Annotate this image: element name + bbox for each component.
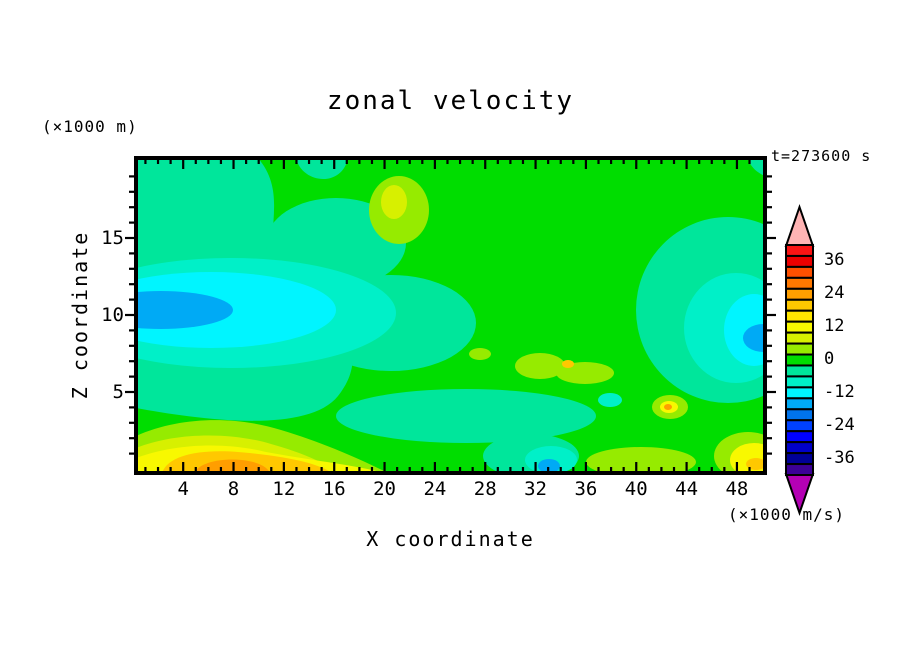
colorbar-over-arrow xyxy=(784,203,815,247)
colorbar xyxy=(784,203,815,517)
contour-field xyxy=(136,158,765,473)
x-tick-label: 16 xyxy=(322,478,346,500)
colorbar-segment xyxy=(785,386,814,400)
colorbar-tick-label: 24 xyxy=(824,283,845,304)
contour-region xyxy=(469,348,491,360)
colorbar-segment xyxy=(785,331,814,345)
contour-region xyxy=(743,324,765,352)
colorbar-segment xyxy=(785,419,814,433)
colorbar-segment xyxy=(785,441,814,455)
contour-region xyxy=(598,393,622,407)
x-tick-label: 48 xyxy=(725,478,749,500)
x-tick-label: 40 xyxy=(624,478,648,500)
z-tick-label: 10 xyxy=(101,304,124,326)
contour-region xyxy=(515,353,565,379)
colorbar-segment xyxy=(785,276,814,290)
contour-region xyxy=(538,459,560,473)
colorbar-segment xyxy=(785,342,814,356)
colorbar-segment xyxy=(785,309,814,323)
colorbar-unit-label: (×1000 m/s) xyxy=(728,505,845,524)
colorbar-segment xyxy=(785,397,814,411)
z-tick-label: 5 xyxy=(112,381,124,403)
z-axis-unit-label: (×1000 m) xyxy=(42,117,138,136)
colorbar-tick-label: -36 xyxy=(824,447,855,468)
colorbar-segment xyxy=(785,452,814,466)
colorbar-segment xyxy=(785,408,814,422)
x-tick-label: 28 xyxy=(473,478,497,500)
colorbar-segment xyxy=(785,265,814,279)
time-annotation: t=273600 s xyxy=(771,147,872,165)
colorbar-segment xyxy=(785,298,814,312)
contour-region xyxy=(381,185,407,219)
contour-region xyxy=(748,158,765,176)
colorbar-segment xyxy=(785,463,814,476)
z-tick-label: 15 xyxy=(101,227,124,249)
colorbar-segment xyxy=(785,320,814,334)
colorbar-tick-label: 36 xyxy=(824,250,845,271)
contour-region xyxy=(136,291,233,329)
contour-region xyxy=(562,360,574,368)
plot-border xyxy=(134,156,767,475)
x-tick-label: 32 xyxy=(524,478,547,500)
colorbar-segment xyxy=(785,430,814,444)
contour-region xyxy=(664,404,672,410)
colorbar-tick-label: -24 xyxy=(824,414,855,435)
colorbar-tick-label: 0 xyxy=(824,349,835,369)
x-tick-label: 24 xyxy=(423,478,447,500)
contour-region xyxy=(194,459,270,473)
x-tick-label: 12 xyxy=(272,478,296,500)
x-tick-label: 20 xyxy=(373,478,396,500)
contour-region xyxy=(586,447,696,473)
colorbar-tick-label: -12 xyxy=(824,381,855,402)
colorbar-segment xyxy=(785,287,814,301)
x-tick-label: 36 xyxy=(574,478,598,500)
contour-region xyxy=(136,272,336,348)
x-tick-label: 8 xyxy=(227,478,240,500)
colorbar-tick-label: 12 xyxy=(824,316,845,337)
colorbar-segment xyxy=(785,254,814,268)
colorbar-segment xyxy=(785,375,814,389)
x-tick-label: 44 xyxy=(675,478,699,500)
colorbar-segment xyxy=(785,353,814,367)
colorbar-segment xyxy=(785,244,814,257)
x-tick-label: 4 xyxy=(177,478,189,500)
plot-title: zonal velocity xyxy=(326,86,575,116)
x-axis-label: X coordinate xyxy=(366,527,535,551)
colorbar-segment xyxy=(785,364,814,378)
contour-region xyxy=(336,389,596,443)
contour-region xyxy=(746,458,765,470)
